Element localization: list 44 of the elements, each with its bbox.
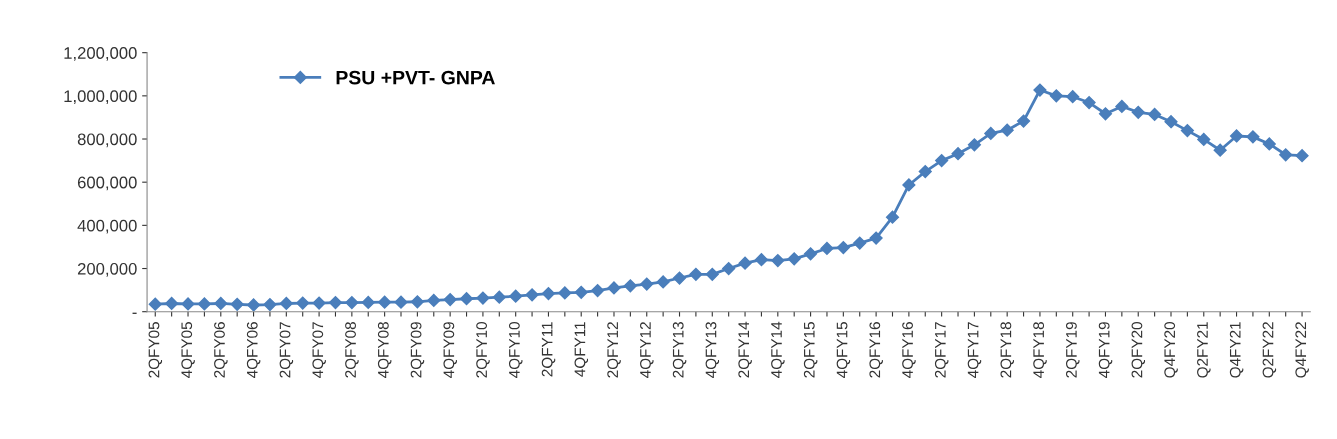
y-tick-label: - — [132, 312, 137, 314]
x-tick-label: 4QFY11 — [574, 322, 589, 377]
x-tick-label: 2QFY07 — [279, 322, 294, 378]
x-tick-label: 4QFY06 — [246, 322, 261, 378]
y-tick-label: 800,000 — [77, 133, 137, 148]
x-tick-label: 4QFY19 — [1098, 322, 1113, 378]
x-tick-label: 4QFY12 — [640, 322, 654, 378]
legend-label: PSU +PVT- GNPA — [336, 70, 495, 85]
x-tick-label: 2QFY13 — [672, 322, 687, 378]
x-tick-label: 2QFY12 — [607, 322, 621, 378]
x-tick-label: 4QFY08 — [377, 322, 392, 378]
x-tick-label: 4QFY14 — [771, 321, 785, 378]
x-tick-label: 4QFY15 — [836, 322, 851, 378]
y-tick-label: 600,000 — [77, 176, 137, 191]
x-tick-label: 4QFY13 — [705, 322, 720, 378]
x-tick-label: 2QFY09 — [410, 322, 425, 378]
x-tick-label: 2QFY17 — [934, 322, 949, 378]
x-tick-label: 2QFY08 — [345, 322, 359, 378]
x-tick-label: 2QFY14 — [738, 321, 752, 378]
x-tick-label: Q4FY20 — [1164, 322, 1178, 378]
x-tick-label: Q2FY21 — [1197, 322, 1211, 378]
x-tick-label: 2QFY05 — [148, 322, 163, 378]
y-tick-label: 400,000 — [77, 219, 137, 234]
x-tick-label: 4QFY17 — [967, 322, 982, 378]
y-tick-label: 1,000,000 — [64, 90, 137, 105]
x-tick-label: 4QFY07 — [312, 322, 326, 378]
x-tick-label: 2QFY15 — [803, 322, 818, 378]
x-tick-label: 2QFY19 — [1065, 322, 1080, 378]
x-tick-label: 4QFY05 — [181, 322, 195, 378]
x-tick-label: Q2FY22 — [1262, 322, 1277, 378]
x-tick-label: 4QFY09 — [443, 322, 457, 378]
y-tick-label: 1,200,000 — [64, 47, 137, 61]
x-tick-label: 2QFY18 — [1000, 322, 1015, 378]
x-tick-label: 4QFY16 — [902, 322, 916, 378]
x-tick-label: Q4FY21 — [1229, 322, 1244, 378]
y-tick-label: 200,000 — [77, 262, 137, 277]
x-tick-label: 2QFY11 — [541, 322, 556, 377]
x-tick-label: 4QFY10 — [508, 322, 523, 378]
x-tick-label: Q4FY22 — [1295, 322, 1309, 378]
x-tick-label: 4QFY18 — [1033, 322, 1047, 378]
x-tick-label: 2QFY16 — [869, 322, 883, 378]
x-tick-label: 2QFY06 — [214, 322, 228, 378]
x-tick-label: 2QFY20 — [1131, 322, 1146, 378]
x-tick-label: 2QFY10 — [476, 322, 490, 378]
